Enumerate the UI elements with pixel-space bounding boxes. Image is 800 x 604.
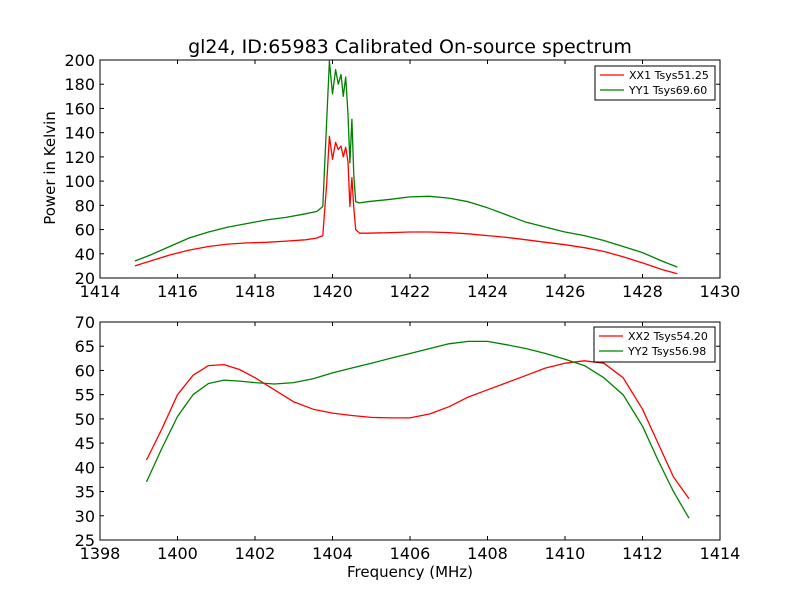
plot-panel-1: 1414 1416 1418 1420 1422 1424 1426 1428 1430 20 40…: [64, 51, 740, 301]
legend-box: [594, 65, 716, 101]
y-tick-label: 80: [75, 196, 95, 215]
legend-box: [593, 326, 716, 363]
y-tick-label: 35: [75, 483, 95, 502]
x-tick-label: 1408: [467, 544, 508, 563]
x-tick-label: 1426: [545, 282, 586, 301]
series-group: [134, 60, 678, 275]
legend-label: XX2 Tsys54.20: [628, 330, 708, 343]
y-tick-label: 65: [75, 337, 95, 356]
x-tick-label: 1424: [467, 282, 508, 301]
plot-panels: 1414 1416 1418 1420 1422 1424 1426 1428 1430 20 40…: [64, 51, 740, 563]
y-tick-label: 50: [75, 410, 95, 429]
y-tick-label: 60: [75, 221, 95, 240]
x-tick-label: 1414: [700, 544, 741, 563]
x-tick-label: 1402: [235, 544, 276, 563]
x-tick-label: 1410: [545, 544, 586, 563]
legend: XX2 Tsys54.20 YY2 Tsys56.98: [593, 326, 716, 363]
y-tick-label: 40: [75, 245, 95, 264]
x-tick-label: 1422: [390, 282, 431, 301]
x-tick-label: 1428: [622, 282, 663, 301]
legend-label: YY2 Tsys56.98: [627, 345, 706, 358]
y-tick-label: 70: [75, 313, 95, 332]
x-tick-label: 1416: [157, 282, 198, 301]
x-tick-label: 1406: [390, 544, 431, 563]
series-line-xx2: [145, 360, 690, 500]
x-tick-label: 1418: [235, 282, 276, 301]
y-tick-label: 100: [64, 172, 95, 191]
y-tick-label: 55: [75, 386, 95, 405]
y-tick-label: 180: [64, 75, 95, 94]
y-tick-label: 200: [64, 51, 95, 70]
y-tick-label: 160: [64, 99, 95, 118]
x-tick-label: 1398: [80, 544, 121, 563]
y-tick-label: 60: [75, 361, 95, 380]
y-tick-label: 40: [75, 458, 95, 477]
series-line-xx1: [134, 135, 678, 275]
series-line-yy1: [134, 60, 678, 268]
series-group: [145, 340, 690, 519]
figure-title: gl24, ID:65983 Calibrated On-source spec…: [188, 36, 632, 58]
legend-label: YY1 Tsys69.60: [628, 84, 707, 97]
x-tick-label: 1404: [312, 544, 353, 563]
y-tick-label: 25: [75, 531, 95, 550]
plot-panel-2: 1398 1400 1402 1404 1406 1408 1410 1412 1414 25 30…: [75, 313, 741, 563]
x-tick-label: 1420: [312, 282, 353, 301]
legend-label: XX1 Tsys51.25: [629, 69, 709, 82]
y-tick-label: 45: [75, 434, 95, 453]
x-tick-label: 1430: [700, 282, 741, 301]
legend: XX1 Tsys51.25 YY1 Tsys69.60: [594, 65, 716, 101]
x-tick-label: 1400: [157, 544, 198, 563]
y-tick-label: 30: [75, 507, 95, 526]
y-axis-title-top: Power in Kelvin: [41, 111, 59, 225]
x-tick-label: 1412: [622, 544, 663, 563]
y-tick-label: 120: [64, 148, 95, 167]
x-tick-label: 1414: [80, 282, 121, 301]
series-line-yy2: [145, 340, 690, 519]
y-tick-label: 140: [64, 124, 95, 143]
y-tick-label: 20: [75, 269, 95, 288]
x-axis-title-bottom: Frequency (MHz): [347, 563, 473, 581]
